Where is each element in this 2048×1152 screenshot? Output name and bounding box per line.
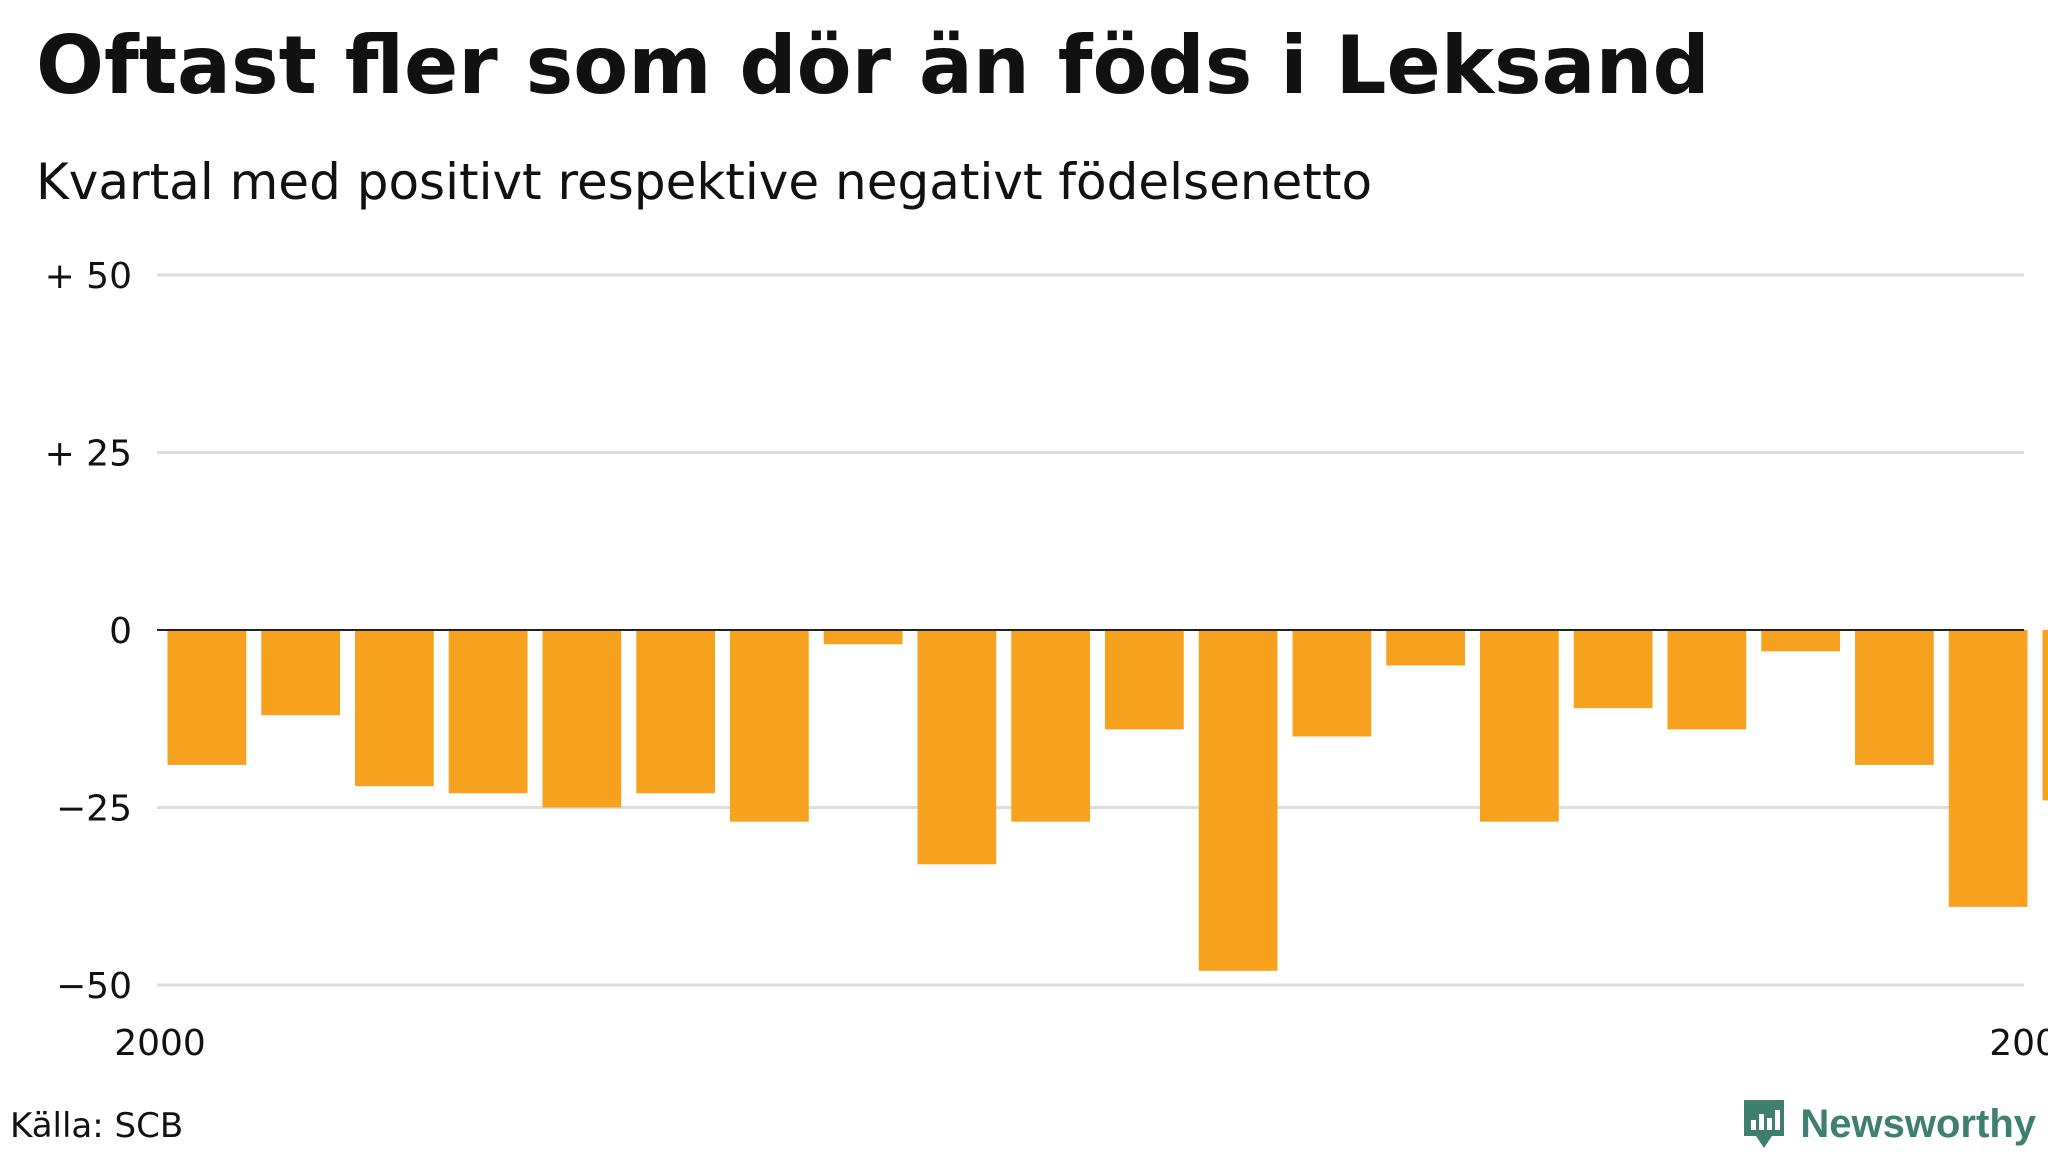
bar	[1386, 630, 1465, 666]
source-note: Källa: SCB	[10, 1106, 184, 1146]
chart-subtitle: Kvartal med positivt respektive negativt…	[36, 153, 1373, 211]
bar	[1105, 630, 1184, 730]
axes: + 50+ 250−25−5020002005201020152020	[45, 256, 2048, 1064]
bar	[823, 630, 903, 645]
y-tick-label: −25	[56, 789, 132, 830]
x-tick-label: 2005	[1989, 1023, 2048, 1064]
bar	[542, 630, 622, 808]
y-tick-label: 0	[109, 611, 132, 652]
bar	[1761, 630, 1840, 652]
bar	[167, 630, 247, 765]
bar	[1667, 630, 1747, 730]
bar	[1948, 630, 2028, 907]
bar	[917, 630, 997, 865]
bar	[1480, 630, 1559, 822]
bar	[1855, 630, 1934, 765]
brand-logo: Newsworthy	[1740, 1096, 2036, 1152]
bar	[448, 630, 528, 794]
bar	[730, 630, 809, 822]
bar	[636, 630, 715, 794]
bar	[1292, 630, 1372, 737]
bar	[2042, 630, 2048, 801]
x-tick-label: 2000	[114, 1023, 206, 1064]
bars	[167, 630, 2048, 971]
chart-title: Oftast fler som dör än föds i Leksand	[36, 19, 1710, 112]
bar	[261, 630, 340, 716]
gridlines	[157, 273, 2024, 987]
bar	[1011, 630, 1090, 822]
bar	[1573, 630, 1653, 709]
y-tick-label: + 25	[45, 434, 132, 475]
newsworthy-logo-icon	[1744, 1100, 1785, 1148]
y-tick-label: −50	[56, 966, 132, 1007]
bar	[1198, 630, 1278, 971]
brand-name: Newsworthy	[1800, 1102, 2036, 1146]
y-tick-label: + 50	[45, 256, 132, 297]
bar	[355, 630, 434, 787]
